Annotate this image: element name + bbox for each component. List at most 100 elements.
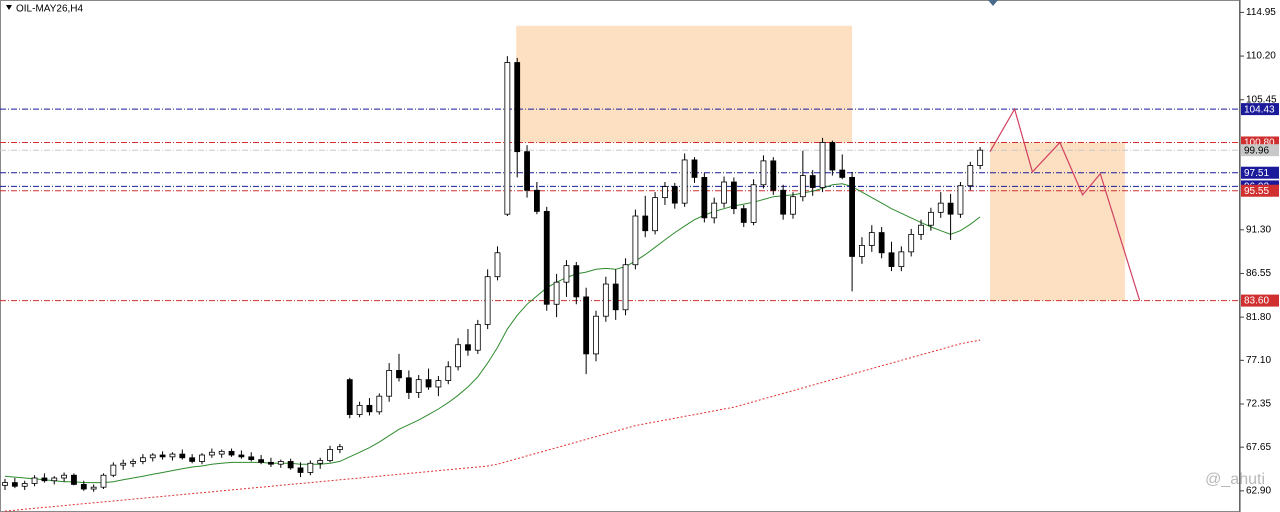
y-tick-label: 72.35 — [1246, 399, 1271, 410]
candle-body — [829, 142, 836, 171]
candle-body — [681, 159, 688, 204]
candle-body — [731, 181, 737, 210]
candle-body — [110, 464, 117, 476]
candle-body — [376, 395, 383, 413]
candle-body — [139, 457, 146, 462]
y-tick-label: 62.90 — [1246, 485, 1271, 496]
candle-body — [740, 208, 747, 223]
candle-body — [455, 344, 462, 368]
candle-body — [356, 404, 363, 415]
candle-body — [386, 370, 393, 397]
candle-body — [258, 459, 265, 463]
candle-body — [967, 165, 974, 187]
candle-body — [179, 453, 186, 459]
candle-body — [287, 461, 294, 469]
level-label-box — [1241, 294, 1279, 307]
candle-body — [711, 202, 718, 219]
candle-body — [573, 265, 580, 298]
y-tick-label: 81.80 — [1246, 312, 1271, 323]
candle-body — [317, 460, 324, 464]
title-arrow — [6, 5, 12, 10]
candle-body — [346, 379, 353, 415]
candle-body — [130, 461, 136, 464]
candle-body — [80, 484, 87, 490]
moving-average — [4, 183, 981, 484]
candle-body — [563, 265, 570, 283]
candle-body — [297, 467, 304, 473]
candle-body — [593, 315, 599, 355]
candle-body — [208, 451, 215, 456]
candle-body — [248, 456, 255, 461]
candle-body — [415, 379, 422, 393]
candle-body — [31, 477, 38, 484]
candle-body — [928, 211, 934, 226]
candle-body — [839, 169, 846, 178]
level-label-box — [1241, 144, 1279, 157]
level-label: 97.51 — [1244, 168, 1269, 179]
candle-body — [602, 283, 609, 317]
candle-body — [622, 264, 629, 311]
y-tick-label: 67.65 — [1246, 442, 1271, 453]
level-label: 99.96 — [1244, 145, 1269, 156]
candle-body — [908, 233, 915, 253]
candle-body — [61, 474, 67, 479]
candle-body — [435, 380, 442, 388]
candle-body — [268, 461, 274, 465]
candle-body — [583, 296, 590, 355]
candle-body — [898, 251, 905, 267]
candle-body — [2, 482, 8, 486]
candle-body — [790, 196, 796, 215]
shift-marker — [988, 0, 998, 6]
level-label: 83.60 — [1244, 296, 1269, 307]
candle-body — [760, 160, 767, 186]
candle-body — [780, 189, 787, 215]
candle-body — [189, 457, 196, 462]
candle-body — [100, 474, 107, 488]
candle-body — [859, 245, 865, 257]
level-label-box — [1241, 184, 1279, 197]
candle-body — [553, 281, 560, 305]
candle-body — [701, 177, 708, 219]
candle-body — [474, 324, 481, 351]
candle-body — [169, 453, 176, 458]
candle-body — [405, 377, 412, 393]
candle-body — [90, 486, 97, 490]
candle-body — [918, 224, 924, 235]
candle-body — [51, 477, 58, 482]
candle-body — [524, 151, 530, 191]
candle-body — [957, 185, 964, 215]
y-tick-label: 86.55 — [1246, 268, 1271, 279]
candle-body — [809, 175, 816, 188]
y-tick-label: 114.95 — [1246, 7, 1276, 18]
candle-body — [425, 379, 432, 388]
candle-body — [632, 215, 639, 266]
y-tick-label: 91.30 — [1246, 224, 1271, 235]
candle-body — [868, 232, 875, 246]
candle-body — [277, 461, 284, 465]
candle-body — [366, 404, 373, 413]
zone — [990, 142, 1125, 301]
candle-body — [228, 450, 235, 456]
candle-body — [612, 283, 619, 311]
candle-body — [484, 276, 491, 325]
level-label: 104.43 — [1244, 104, 1275, 115]
y-tick-label: 110.20 — [1246, 51, 1276, 62]
level-label-box — [1241, 103, 1279, 116]
moving-average — [4, 339, 981, 512]
candle-body — [445, 366, 452, 381]
candle-body — [642, 215, 649, 232]
candle-body — [504, 62, 511, 215]
level-label: 95.55 — [1244, 186, 1269, 197]
candle-body — [721, 181, 727, 204]
candle-body — [799, 175, 806, 198]
watermark: @_ahuti — [1205, 471, 1265, 488]
candle-body — [977, 149, 984, 166]
candle-body — [199, 454, 205, 462]
candle-body — [671, 186, 678, 204]
candle-body — [691, 159, 698, 178]
candle-body — [465, 344, 471, 351]
level-label-box — [1241, 166, 1279, 179]
candle-body — [159, 454, 166, 458]
